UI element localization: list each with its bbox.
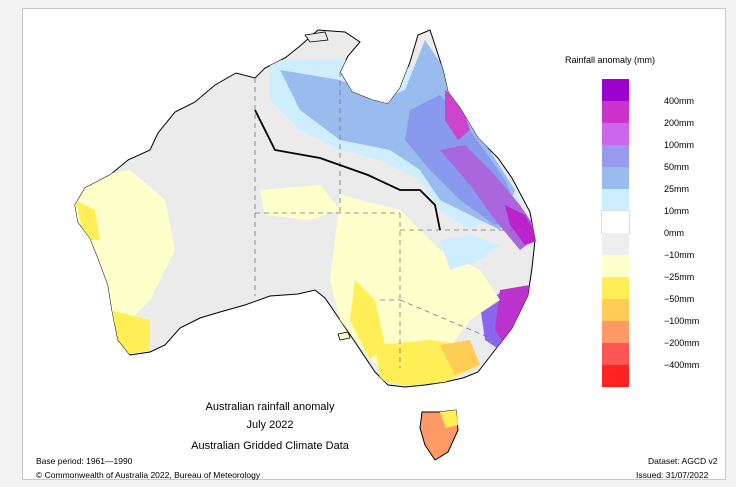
legend-label: −25mm <box>664 272 695 282</box>
copyright: © Commonwealth of Australia 2022, Bureau… <box>36 470 261 480</box>
region-purple-200 <box>445 90 470 140</box>
dataset-label: Dataset: AGCD v2 <box>648 456 718 466</box>
legend-title: Rainfall anomaly (mm) <box>565 55 656 65</box>
legend-swatch-200 <box>602 101 629 123</box>
region-yellow-sa <box>350 280 385 360</box>
tiwi-islands <box>304 31 329 43</box>
legend-swatch-neg400 <box>602 365 629 387</box>
legend-label: 0mm <box>664 228 684 238</box>
legend-swatch-0 <box>601 210 630 234</box>
legend-label: 100mm <box>664 140 695 150</box>
legend-label: 400mm <box>664 96 695 106</box>
region-light-blue-mid <box>440 235 500 270</box>
legend-swatch-neg200 <box>602 343 629 365</box>
legend-swatch-400 <box>602 79 629 101</box>
tasmania-yellow <box>440 410 458 428</box>
legend-swatch-neg10 <box>602 255 629 277</box>
legend-swatch-neg0 <box>602 233 629 255</box>
region-yellow-w <box>75 200 100 240</box>
map-title: Australian rainfall anomaly <box>205 401 335 413</box>
map-dataset-name: Australian Gridded Climate Data <box>191 440 349 452</box>
legend-label: 50mm <box>664 162 690 172</box>
legend-label: −10mm <box>664 250 695 260</box>
legend-label: −400mm <box>664 360 700 370</box>
legend-label: 25mm <box>664 184 690 194</box>
kangaroo-island <box>337 331 351 341</box>
legend-label: −200mm <box>664 338 700 348</box>
base-period: Base period: 1961—1990 <box>36 456 133 466</box>
map-period: July 2022 <box>246 419 294 431</box>
region-magenta-east <box>505 205 535 245</box>
zero-contour-line <box>254 109 441 231</box>
legend-swatch-neg50 <box>602 299 629 321</box>
legend-label: −100mm <box>664 316 700 326</box>
state-borders <box>254 72 525 368</box>
legend-swatch-neg25 <box>602 277 629 299</box>
legend-swatch-50 <box>602 145 629 167</box>
region-magenta-se <box>495 285 530 345</box>
legend-swatch-neg100 <box>602 321 629 343</box>
anomaly-regions <box>75 40 535 386</box>
legend-label: 10mm <box>664 206 690 216</box>
legend-swatch-10 <box>602 189 629 211</box>
legend-swatch-25 <box>602 167 629 189</box>
issued-date: Issued: 31/07/2022 <box>636 470 709 480</box>
region-orange-vic <box>440 340 480 375</box>
legend-swatch-100 <box>602 123 629 145</box>
region-pale-yellow-central <box>260 185 340 220</box>
legend-label: −50mm <box>664 294 695 304</box>
legend-label: 200mm <box>664 118 695 128</box>
